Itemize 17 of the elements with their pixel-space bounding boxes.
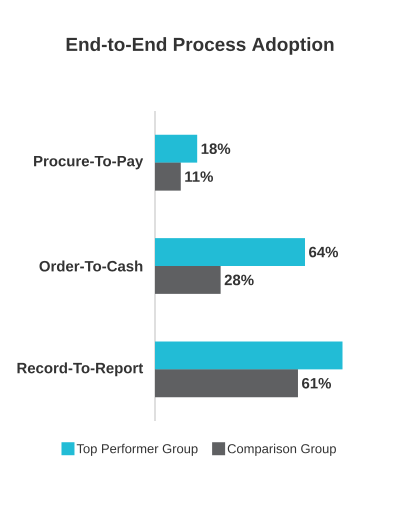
legend-label: Comparison Group xyxy=(228,444,336,456)
bar xyxy=(155,266,221,294)
bar xyxy=(155,162,181,191)
bar xyxy=(155,369,298,398)
y-tick-label: Record-To-Report xyxy=(17,362,144,376)
chart-title: End-to-End Process Adoption xyxy=(66,37,334,55)
bar xyxy=(155,238,306,266)
data-label: 61% xyxy=(302,378,331,389)
bar xyxy=(155,341,343,370)
data-label: 64% xyxy=(309,246,338,258)
data-label: 11% xyxy=(185,171,213,182)
legend-label: Top Performer Group xyxy=(76,444,198,456)
bar xyxy=(155,134,198,163)
data-label: 28% xyxy=(224,274,254,286)
y-tick-label: Procure-To-Pay xyxy=(34,156,144,170)
y-tick-label: Order-To-Cash xyxy=(40,260,142,272)
data-label: 18% xyxy=(202,143,230,154)
